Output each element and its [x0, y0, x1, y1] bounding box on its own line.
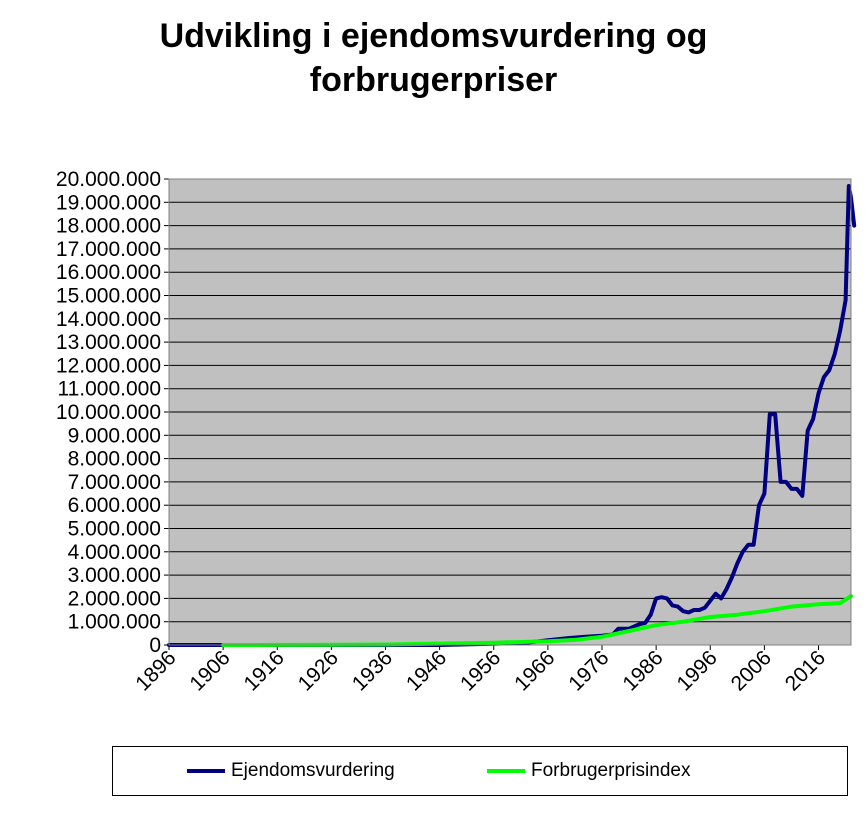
y-tick-label: 13.000.000	[56, 331, 161, 354]
x-axis: 1896 1906 1916 1926 1936 1946 1956 1966 1976 1986…	[131, 644, 851, 696]
legend-item-forbrugerprisindex: Forbrugerprisindex	[487, 759, 690, 783]
y-tick-label: 1.000.000	[68, 611, 161, 634]
legend-swatch-forbrugerprisindex	[487, 769, 525, 773]
y-tick-label: 19.000.000	[56, 191, 161, 214]
chart-title-line-1: Udvikling i ejendomsvurdering og	[159, 17, 708, 55]
gridlines	[169, 178, 851, 646]
plot-border	[168, 178, 852, 646]
y-tick-label: 15.000.000	[56, 285, 161, 308]
x-tick-label: 1896	[131, 646, 180, 695]
legend-label-ejendomsvurdering: Ejendomsvurdering	[231, 760, 395, 781]
y-tick-label: 16.000.000	[56, 261, 161, 284]
chart-title-line-2: forbrugerpriser	[309, 61, 558, 99]
legend: Ejendomsvurdering Forbrugerprisindex	[112, 746, 848, 796]
x-tick-label: 1996	[673, 646, 722, 695]
x-tick-label: 1956	[456, 646, 505, 695]
y-tick-label: 18.000.000	[56, 215, 161, 238]
x-tick-label: 2016	[781, 646, 830, 695]
y-tick-label: 4.000.000	[68, 541, 161, 564]
y-tick-label: 8.000.000	[68, 448, 161, 471]
x-tick-label: 1976	[564, 646, 613, 695]
y-tick-label: 0	[149, 634, 161, 657]
x-tick-label: 1966	[510, 646, 559, 695]
chart-title: Udvikling i ejendomsvurdering og forbrug…	[0, 14, 867, 102]
y-tick-label: 2.000.000	[68, 587, 161, 610]
legend-swatch-ejendomsvurdering	[187, 769, 225, 773]
x-tick-label: 1916	[239, 646, 288, 695]
x-tick-label: 1906	[185, 646, 234, 695]
y-tick-label: 17.000.000	[56, 238, 161, 261]
x-tick-label: 2006	[727, 646, 776, 695]
x-tick-label: 1986	[618, 646, 667, 695]
y-tick-label: 10.000.000	[56, 401, 161, 424]
legend-item-ejendomsvurdering: Ejendomsvurdering	[187, 759, 395, 783]
y-tick-label: 20.000.000	[56, 168, 161, 191]
legend-label-forbrugerprisindex: Forbrugerprisindex	[531, 760, 691, 781]
line-chart: 01.000.0002.000.0003.000.0004.000.0005.0…	[56, 168, 857, 696]
y-tick-label: 3.000.000	[68, 564, 161, 587]
y-tick-label: 5.000.000	[68, 518, 161, 541]
y-tick-label: 12.000.000	[56, 354, 161, 377]
x-tick-label: 1936	[348, 646, 397, 695]
y-tick-label: 7.000.000	[68, 471, 161, 494]
y-tick-label: 6.000.000	[68, 494, 161, 517]
x-tick-label: 1946	[402, 646, 451, 695]
x-tick-label: 1926	[294, 646, 343, 695]
y-tick-label: 14.000.000	[56, 308, 161, 331]
y-tick-label: 11.000.000	[57, 378, 161, 401]
y-axis: 01.000.0002.000.0003.000.0004.000.0005.0…	[56, 168, 170, 657]
y-tick-label: 9.000.000	[68, 424, 161, 447]
